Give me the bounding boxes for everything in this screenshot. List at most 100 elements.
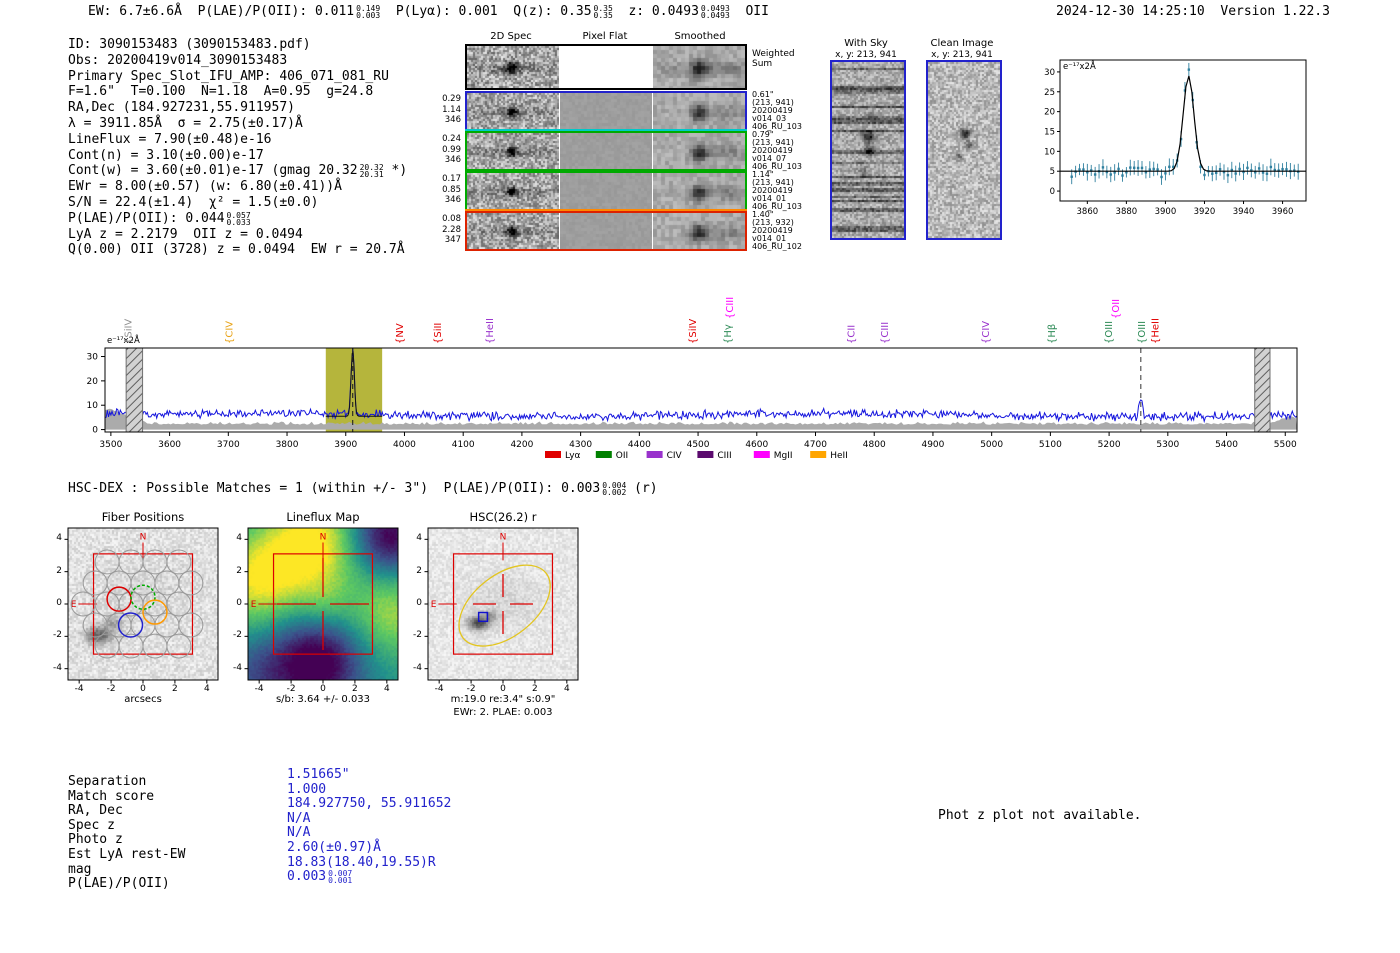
fiber-meta-line: 20200419	[752, 226, 793, 236]
x-tick-label: 5000	[980, 440, 1003, 450]
y-tick-label: 25	[1044, 88, 1055, 98]
report-version: Version 1.22.3	[1220, 4, 1330, 19]
axes-box	[427, 527, 579, 681]
x-tick-label: 4	[563, 684, 570, 694]
cutout-xlabel-ewr: EWr: 2. PLAE: 0.003	[453, 707, 553, 718]
data-point	[1113, 171, 1116, 174]
y-tick-label: 10	[87, 401, 99, 411]
fiber-smoothed-image	[653, 213, 745, 249]
fiber-pixelflat-image	[560, 213, 652, 249]
data-point	[1285, 168, 1288, 171]
legend-swatch	[697, 451, 714, 458]
x-tick-label: 0	[140, 684, 146, 694]
fiber-circle	[154, 570, 180, 596]
fiber-circle	[154, 612, 180, 638]
x-tick-label: 2	[352, 684, 358, 694]
upper-bound: 0.149	[356, 4, 381, 13]
fiber-meta-line: v014_01	[752, 194, 787, 204]
fiber-row-meta: 0.79" (213, 941) 20200419 v014_07 406_RU_103	[752, 130, 802, 171]
fiber-meta-line: 20200419	[752, 186, 793, 196]
value-uncertainty: 0.057 0.033	[227, 211, 251, 226]
y-tick-label: 4	[56, 533, 62, 544]
info-line: F=1.6" T=0.100 N=1.18 A=0.95 g=24.8	[68, 84, 407, 100]
data-point	[1238, 167, 1241, 171]
match-row-value: 1.51665"	[287, 767, 350, 782]
cutout-xlabel-mag: m:19.0 re:3.4" s:0.9"	[450, 694, 556, 705]
compass-east-label: E	[431, 600, 437, 610]
text-segment: ID: 3090153483 (3090153483.pdf)	[68, 37, 311, 52]
text-segment: OII	[745, 4, 769, 19]
info-line: λ = 3911.85Å σ = 2.75(±0.17)Å	[68, 116, 407, 132]
fiber-weight-value: 0.85	[442, 184, 461, 195]
x-tick-label: -4	[434, 684, 444, 694]
data-point	[1125, 171, 1128, 174]
fiber-smoothed-image	[653, 173, 745, 209]
x-tick-label: 5400	[1215, 440, 1238, 450]
fiber-meta-line: 0.79"	[752, 130, 774, 139]
x-tick-label: 4100	[452, 440, 475, 450]
value-uncertainty: 0.004 0.002	[602, 481, 627, 497]
fiber-row-meta: 0.61" (213, 941) 20200419 v014_03 406_RU_103	[752, 90, 802, 132]
masked-wavelength-band	[1254, 347, 1271, 433]
spectral-line-label: {NV	[395, 323, 406, 344]
y-tick-label: 2	[416, 565, 422, 576]
data-point	[1226, 173, 1230, 177]
selected-fiber-circle	[142, 599, 168, 625]
data-point	[1218, 168, 1222, 171]
x-tick-label: 3900	[1155, 207, 1177, 217]
text-segment: HSC-DEX : Possible Matches = 1 (within +…	[68, 481, 601, 496]
clean-title: Clean Image	[930, 38, 994, 49]
spectral-line-label: {SiII	[433, 323, 444, 344]
info-line: Cont(w) = 3.60(±0.01)e-17 (gmag 20.32 20.…	[68, 163, 407, 179]
data-point	[1242, 170, 1245, 174]
upper-bound: 0.004	[602, 481, 627, 490]
fiber-2dspec-image	[467, 173, 559, 209]
data-point	[1082, 168, 1085, 171]
data-point	[1140, 166, 1144, 170]
spectral-line-label: {OIII	[1137, 321, 1148, 344]
data-point	[1086, 171, 1089, 174]
fiber-weight-value: 0.24	[442, 134, 461, 144]
fiber-circle	[178, 570, 204, 596]
info-line: Cont(n) = 3.10(±0.00)e-17	[68, 148, 407, 164]
fiber-meta-line: (213, 941)	[752, 138, 794, 148]
value-uncertainty: 0.0493 0.0493	[701, 5, 730, 20]
x-tick-label: 4700	[804, 440, 827, 450]
data-point	[1160, 175, 1163, 179]
x-tick-label: 4200	[510, 440, 533, 450]
legend-swatch	[545, 451, 561, 458]
hsc-match-summary: HSC-DEX : Possible Matches = 1 (within +…	[68, 481, 658, 497]
spectral-line-label: {SiIV	[688, 319, 699, 344]
fiber-weight-value: 347	[444, 235, 461, 245]
info-line: S/N = 22.4(±1.4) χ² = 1.5(±0.0)	[68, 195, 407, 211]
upper-bound: 0.007	[328, 869, 353, 879]
upper-bound: 0.35	[593, 4, 613, 13]
fiber-meta-line: 406_RU_103	[752, 122, 802, 132]
x-tick-label: -2	[286, 684, 296, 694]
data-point	[1164, 172, 1167, 175]
withsky-coords: x, y: 213, 941	[835, 50, 897, 60]
x-tick-label: 3900	[334, 440, 357, 450]
cutout-title-hsc-r: HSC(26.2) r	[469, 510, 537, 524]
detection-info-block: ID: 3090153483 (3090153483.pdf) Obs: 2020…	[68, 37, 407, 258]
weighted-sum-row	[465, 44, 747, 90]
y-tick-label: 2	[56, 565, 62, 576]
text-segment: λ = 3911.85Å σ = 2.75(±0.17)Å	[68, 115, 303, 131]
legend-label: CIV	[667, 451, 683, 461]
fiber-circle	[82, 612, 108, 638]
fiber-meta-line: (213, 932)	[752, 218, 794, 228]
text-segment: LineFlux = 7.90(±0.48)e-16	[68, 131, 272, 147]
match-row-label: P(LAE)/P(OII)	[68, 876, 170, 892]
text-segment: EWr = 8.00(±0.57) (w: 6.80(±0.41))Å	[68, 179, 342, 195]
y-tick-label: 5	[1050, 167, 1055, 177]
text-segment: Obs: 20200419v014_3090153483	[68, 52, 288, 68]
fiber-row-weights: 0.24 0.99 346	[433, 134, 461, 166]
fiber-circle	[130, 570, 156, 596]
fiber-row-weights: 0.29 1.14 346	[433, 94, 461, 126]
text-segment: Cont(w) = 3.60(±0.01)e-17 (gmag 20.32	[68, 163, 358, 179]
data-point	[1168, 165, 1171, 169]
info-line: RA,Dec (184.927231,55.911957)	[68, 100, 407, 116]
data-point	[1230, 168, 1234, 172]
cutout-xlabel-arcsecs: arcsecs	[124, 694, 162, 705]
spectral-line-label: {CIV	[981, 321, 992, 344]
